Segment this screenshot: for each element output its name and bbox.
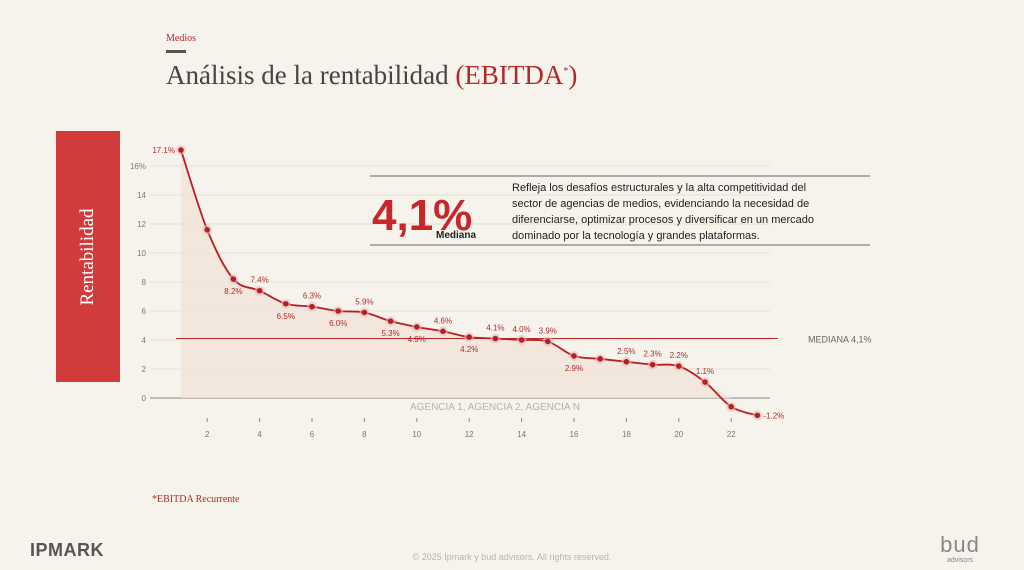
callout-value: 4,1% (372, 191, 472, 240)
x-tick-label: 12 (465, 430, 474, 439)
data-point (649, 361, 656, 368)
x-tick-label: 14 (517, 430, 526, 439)
data-label: 6.0% (329, 319, 347, 328)
data-label: 4.9% (408, 335, 426, 344)
x-tick-label: 16 (570, 430, 579, 439)
x-tick-label: 8 (362, 430, 367, 439)
data-point (283, 300, 289, 307)
ipmark-logo: IPMARK (30, 540, 104, 560)
y-tick-label: 2 (142, 365, 147, 374)
data-point (178, 147, 184, 153)
callout-text-line-1: Refleja los desafíos estructurales y la … (512, 182, 806, 194)
data-label: 4.2% (460, 345, 478, 354)
callout-text-line-3: diferenciarse, optimizar procesos y dive… (512, 214, 814, 226)
data-label: 4.0% (512, 325, 530, 334)
data-point (335, 308, 342, 314)
data-label: 17.1% (152, 146, 175, 155)
data-point (492, 335, 499, 342)
y-tick-label: 16% (130, 162, 146, 171)
data-label: 6.5% (277, 312, 295, 321)
y-tick-label: 4 (142, 336, 147, 345)
data-point (414, 324, 420, 330)
data-point (518, 337, 525, 343)
side-label-box: Rentabilidad (56, 131, 120, 382)
callout-text-line-2: sector de agencias de medios, evidencian… (512, 198, 809, 210)
y-tick-label: 12 (137, 220, 146, 229)
y-tick-label: 0 (142, 394, 147, 403)
page-title: Análisis de la rentabilidad (EBITDA*) (166, 60, 577, 91)
callout-text-line-4: dominado por la tecnología y grandes pla… (512, 230, 760, 242)
area-fill (181, 150, 758, 398)
title-main: Análisis de la rentabilidad (166, 60, 456, 90)
y-tick-label: 14 (137, 191, 146, 200)
data-label: 2.2% (670, 351, 688, 360)
data-label: 4.6% (434, 316, 452, 325)
data-label: 2.3% (643, 350, 661, 359)
data-point (387, 318, 394, 324)
y-tick-label: 10 (137, 249, 146, 258)
data-label: -1.2% (763, 411, 784, 420)
bud-advisors-logo: bud advisors (928, 532, 992, 565)
x-tick-label: 4 (257, 430, 262, 439)
title-accent: (EBITDA*) (455, 60, 578, 90)
data-point (676, 363, 682, 369)
data-label: 3.9% (539, 326, 557, 335)
data-point (256, 287, 263, 294)
data-label: 1.1% (696, 367, 714, 376)
data-point (702, 379, 708, 385)
data-point (597, 356, 603, 362)
bud-logo-sub: advisors (946, 557, 974, 564)
x-tick-label: 22 (727, 430, 736, 439)
data-label: 2.9% (565, 364, 583, 373)
data-point (545, 338, 551, 345)
y-tick-label: 6 (142, 307, 147, 316)
data-label: 5.9% (355, 297, 373, 306)
median-label: MEDIANA 4,1% (808, 335, 872, 345)
data-label: 5.3% (381, 329, 399, 338)
section-rule (166, 50, 186, 53)
bud-logo-text: bud (940, 532, 980, 557)
data-point (309, 303, 315, 310)
data-point (571, 353, 577, 359)
x-tick-label: 18 (622, 430, 631, 439)
data-label: 6.3% (303, 292, 321, 301)
footnote: *EBITDA Recurrente (152, 494, 240, 505)
data-point (466, 334, 473, 340)
data-point (204, 227, 210, 233)
data-label: 2.5% (617, 347, 635, 356)
data-point (728, 403, 734, 410)
section-label: Medios (166, 33, 196, 44)
y-tick-label: 8 (142, 278, 147, 287)
x-tick-label: 6 (310, 430, 315, 439)
x-tick-label: 10 (412, 430, 421, 439)
callout-value-label: Mediana (436, 230, 476, 241)
baseline-label: AGENCIA 1, AGENCIA 2, AGENCIA N (410, 402, 580, 413)
copyright: © 2025 Ipmark y bud advisors. All rights… (412, 552, 612, 562)
data-point (440, 328, 446, 335)
x-tick-label: 2 (205, 430, 210, 439)
data-point (623, 358, 630, 365)
data-label: 7.4% (250, 276, 268, 285)
data-point (230, 276, 237, 282)
x-tick-label: 20 (674, 430, 683, 439)
data-label: 8.2% (224, 287, 242, 296)
data-label: 4.1% (486, 324, 504, 333)
data-point (361, 309, 368, 316)
data-point (754, 412, 761, 419)
